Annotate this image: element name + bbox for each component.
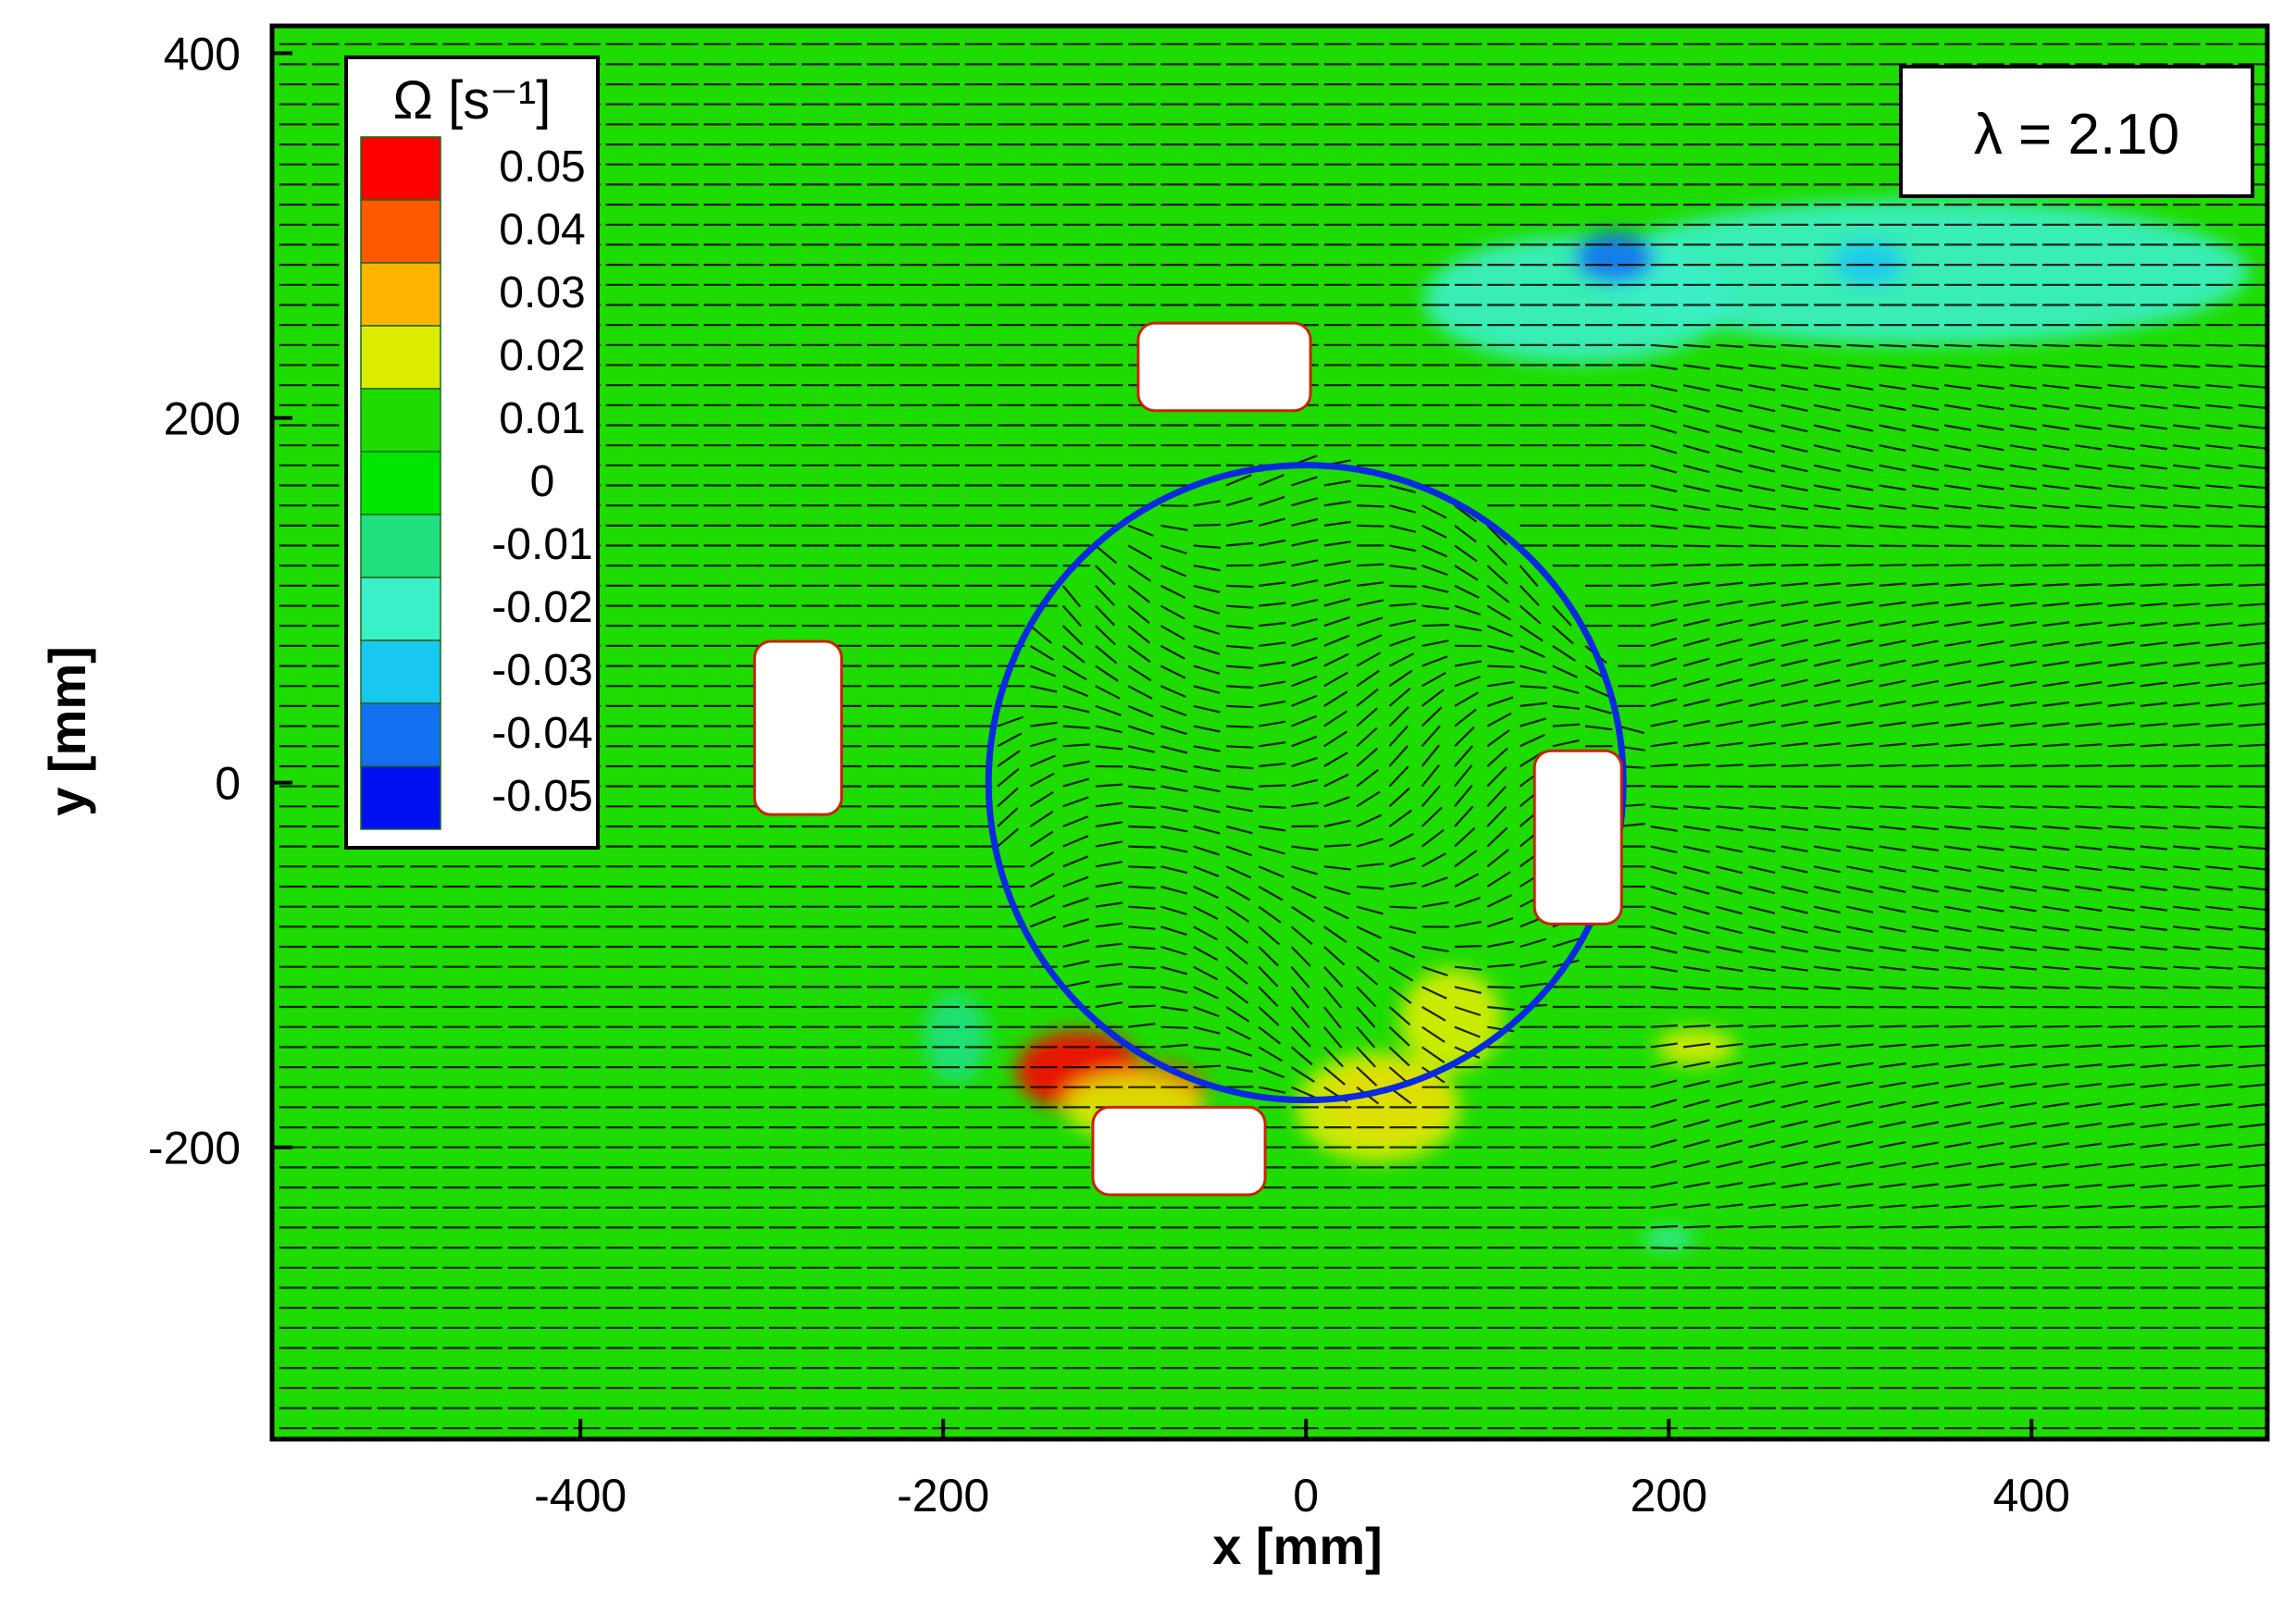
vorticity-region	[1656, 1028, 1736, 1066]
colorbar-swatch	[360, 262, 441, 327]
colorbar-swatch	[360, 451, 441, 515]
lambda-annotation-box: λ = 2.10	[1899, 65, 2254, 198]
colorbar-label: 0.03	[499, 268, 585, 317]
colorbar-label: -0.03	[491, 646, 592, 695]
x-tick-label: 400	[1992, 1470, 2069, 1521]
colorbar-swatch	[360, 702, 441, 767]
rotor-path	[985, 462, 1627, 1104]
vorticity-region	[1400, 968, 1502, 1071]
y-tick-label: 400	[164, 29, 241, 81]
colorbar-swatch	[360, 640, 441, 704]
colorbar-label: -0.01	[491, 520, 592, 569]
colorbar-legend: Ω [s⁻¹] 0.05 0.04 0.03 0.02 0.01 0 -0.01 -0.02 -…	[344, 56, 600, 850]
colorbar-label: -0.05	[491, 772, 592, 821]
colorbar-swatch	[360, 199, 441, 264]
x-tick-label: 0	[1293, 1470, 1319, 1521]
y-tick-label: -200	[148, 1123, 241, 1174]
colorbar-swatch	[360, 514, 441, 578]
colorbar-label: 0.02	[499, 331, 585, 380]
lambda-annotation: λ = 2.10	[1974, 103, 2179, 167]
y-tick-label: 200	[164, 393, 241, 445]
x-tick-label: -400	[534, 1470, 627, 1521]
vorticity-region	[923, 992, 989, 1084]
vorticity-region	[1641, 1229, 1696, 1248]
vorticity-region	[1574, 231, 1655, 283]
x-axis: -400 -200 0 200 400	[534, 1419, 2070, 1521]
rotor-blade	[752, 640, 843, 816]
colorbar-swatch	[360, 388, 441, 453]
colorbar-swatch	[360, 325, 441, 390]
colorbar-swatch	[360, 577, 441, 641]
colorbar-swatch	[360, 136, 441, 201]
x-tick-label: 200	[1630, 1470, 1706, 1521]
y-axis: -200 0 200 400	[148, 29, 292, 1174]
colorbar-title: Ω [s⁻¹]	[393, 70, 552, 130]
vorticity-region	[1595, 199, 2250, 345]
colorbar-label: 0.04	[499, 205, 585, 255]
colorbar-label: -0.04	[491, 709, 592, 758]
x-tick-label: -200	[897, 1470, 989, 1521]
colorbar-label: -0.02	[491, 583, 592, 632]
colorbar-label: 0	[530, 457, 555, 506]
y-tick-label: 0	[215, 758, 241, 810]
vorticity-region	[1831, 241, 1905, 285]
colorbar-swatch	[360, 765, 441, 830]
rotor	[752, 321, 1627, 1197]
plot-frame	[269, 23, 2270, 1442]
rotor-blade	[1136, 321, 1312, 413]
rotor-blade	[1533, 749, 1623, 925]
y-axis-label: y [mm]	[38, 646, 96, 816]
colorbar-label: 0.05	[499, 143, 585, 192]
rotor-blade	[1091, 1105, 1267, 1197]
x-axis-label: x [mm]	[1212, 1517, 1383, 1575]
colorbar-label: 0.01	[499, 394, 585, 443]
